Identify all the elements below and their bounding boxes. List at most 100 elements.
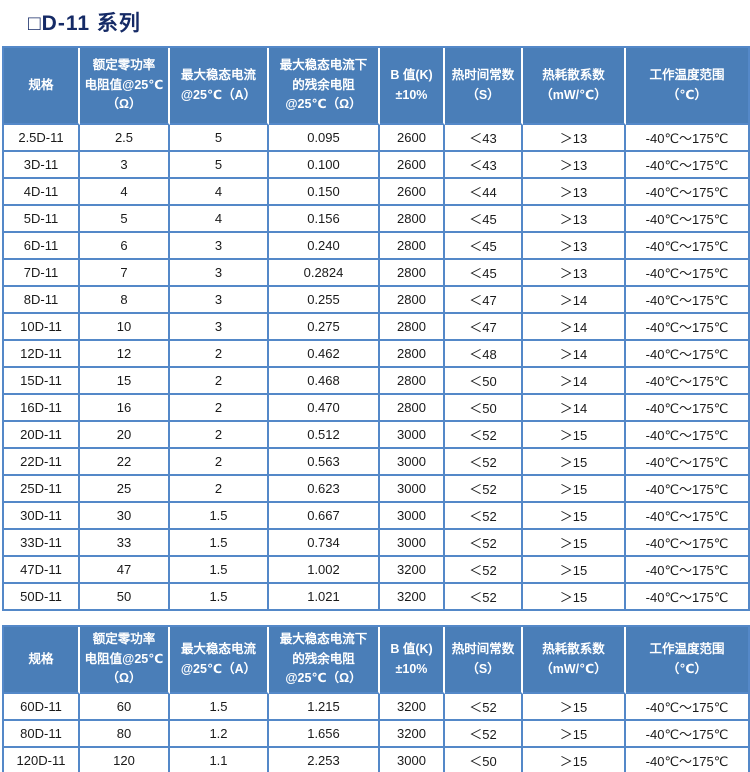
spec-cell: 6D-11	[4, 233, 80, 260]
thermal-time-constant-cell: ＜52	[445, 694, 523, 721]
rated-resistance-cell: 60	[80, 694, 170, 721]
table-row: 33D-11 33 1.5 0.734 3000 ＜52 ＞15 -40℃～17…	[4, 530, 750, 557]
dissipation-factor-cell: ＞14	[523, 341, 626, 368]
b-value-cell: 2600	[380, 125, 445, 152]
residual-resistance-cell: 0.512	[269, 422, 380, 449]
rated-resistance-cell: 33	[80, 530, 170, 557]
column-header-b-value: B 值(K) ±10%	[380, 48, 445, 125]
max-steady-current-cell: 5	[170, 152, 269, 179]
table-row: 7D-11 7 3 0.2824 2800 ＜45 ＞13 -40℃～175℃	[4, 260, 750, 287]
operating-temp-range-cell: -40℃～175℃	[626, 503, 750, 530]
table-row: 80D-11 80 1.2 1.656 3200 ＜52 ＞15 -40℃～17…	[4, 721, 750, 748]
dissipation-factor-cell: ＞15	[523, 694, 626, 721]
rated-resistance-cell: 4	[80, 179, 170, 206]
residual-resistance-cell: 0.095	[269, 125, 380, 152]
thermal-time-constant-cell: ＜52	[445, 584, 523, 611]
thermal-time-constant-cell: ＜44	[445, 179, 523, 206]
spec-cell: 20D-11	[4, 422, 80, 449]
b-value-cell: 2800	[380, 341, 445, 368]
max-steady-current-cell: 3	[170, 233, 269, 260]
spec-cell: 8D-11	[4, 287, 80, 314]
rated-resistance-cell: 80	[80, 721, 170, 748]
rated-resistance-cell: 120	[80, 748, 170, 772]
b-value-cell: 3000	[380, 503, 445, 530]
spec-cell: 80D-11	[4, 721, 80, 748]
table-row: 5D-11 5 4 0.156 2800 ＜45 ＞13 -40℃～175℃	[4, 206, 750, 233]
dissipation-factor-cell: ＞15	[523, 557, 626, 584]
dissipation-factor-cell: ＞14	[523, 368, 626, 395]
max-steady-current-cell: 2	[170, 449, 269, 476]
max-steady-current-cell: 1.5	[170, 557, 269, 584]
rated-resistance-cell: 30	[80, 503, 170, 530]
thermal-time-constant-cell: ＜47	[445, 314, 523, 341]
rated-resistance-cell: 3	[80, 152, 170, 179]
table-row: 20D-11 20 2 0.512 3000 ＜52 ＞15 -40℃～175℃	[4, 422, 750, 449]
max-steady-current-cell: 3	[170, 260, 269, 287]
spec-cell: 22D-11	[4, 449, 80, 476]
operating-temp-range-cell: -40℃～175℃	[626, 179, 750, 206]
max-steady-current-cell: 4	[170, 179, 269, 206]
dissipation-factor-cell: ＞13	[523, 233, 626, 260]
spec-cell: 5D-11	[4, 206, 80, 233]
table-header: 规格 额定零功率 电阻值@25℃ （Ω） 最大稳态电流 @25℃（A） 最大稳态…	[4, 627, 750, 694]
table-header: 规格 额定零功率 电阻值@25℃ （Ω） 最大稳态电流 @25℃（A） 最大稳态…	[4, 48, 750, 125]
table-row: 22D-11 22 2 0.563 3000 ＜52 ＞15 -40℃～175℃	[4, 449, 750, 476]
operating-temp-range-cell: -40℃～175℃	[626, 206, 750, 233]
max-steady-current-cell: 4	[170, 206, 269, 233]
operating-temp-range-cell: -40℃～175℃	[626, 233, 750, 260]
rated-resistance-cell: 16	[80, 395, 170, 422]
dissipation-factor-cell: ＞14	[523, 314, 626, 341]
max-steady-current-cell: 1.5	[170, 694, 269, 721]
thermal-time-constant-cell: ＜43	[445, 152, 523, 179]
column-header-spec: 规格	[4, 48, 80, 125]
b-value-cell: 2800	[380, 368, 445, 395]
residual-resistance-cell: 0.240	[269, 233, 380, 260]
operating-temp-range-cell: -40℃～175℃	[626, 584, 750, 611]
b-value-cell: 2800	[380, 314, 445, 341]
operating-temp-range-cell: -40℃～175℃	[626, 748, 750, 772]
dissipation-factor-cell: ＞15	[523, 721, 626, 748]
b-value-cell: 3000	[380, 449, 445, 476]
thermal-time-constant-cell: ＜47	[445, 287, 523, 314]
residual-resistance-cell: 0.623	[269, 476, 380, 503]
table-body: 60D-11 60 1.5 1.215 3200 ＜52 ＞15 -40℃～17…	[4, 694, 750, 772]
thermal-time-constant-cell: ＜52	[445, 721, 523, 748]
table-row: 120D-11 120 1.1 2.253 3000 ＜50 ＞15 -40℃～…	[4, 748, 750, 772]
spec-cell: 47D-11	[4, 557, 80, 584]
b-value-cell: 3200	[380, 557, 445, 584]
thermal-time-constant-cell: ＜45	[445, 260, 523, 287]
table-body: 2.5D-11 2.5 5 0.095 2600 ＜43 ＞13 -40℃～17…	[4, 125, 750, 611]
rated-resistance-cell: 5	[80, 206, 170, 233]
residual-resistance-cell: 0.100	[269, 152, 380, 179]
dissipation-factor-cell: ＞13	[523, 125, 626, 152]
spec-cell: 3D-11	[4, 152, 80, 179]
thermal-time-constant-cell: ＜50	[445, 395, 523, 422]
dissipation-factor-cell: ＞15	[523, 449, 626, 476]
dissipation-factor-cell: ＞15	[523, 748, 626, 772]
dissipation-factor-cell: ＞13	[523, 260, 626, 287]
max-steady-current-cell: 3	[170, 314, 269, 341]
table-row: 4D-11 4 4 0.150 2600 ＜44 ＞13 -40℃～175℃	[4, 179, 750, 206]
spec-cell: 120D-11	[4, 748, 80, 772]
rated-resistance-cell: 50	[80, 584, 170, 611]
dissipation-factor-cell: ＞14	[523, 287, 626, 314]
table-row: 15D-11 15 2 0.468 2800 ＜50 ＞14 -40℃～175℃	[4, 368, 750, 395]
header-row: 规格 额定零功率 电阻值@25℃ （Ω） 最大稳态电流 @25℃（A） 最大稳态…	[4, 627, 750, 694]
column-header-dissipation-factor: 热耗散系数 （mW/℃）	[523, 48, 626, 125]
thermal-time-constant-cell: ＜45	[445, 233, 523, 260]
operating-temp-range-cell: -40℃～175℃	[626, 368, 750, 395]
residual-resistance-cell: 1.002	[269, 557, 380, 584]
table-row: 8D-11 8 3 0.255 2800 ＜47 ＞14 -40℃～175℃	[4, 287, 750, 314]
residual-resistance-cell: 0.156	[269, 206, 380, 233]
residual-resistance-cell: 0.275	[269, 314, 380, 341]
rated-resistance-cell: 2.5	[80, 125, 170, 152]
residual-resistance-cell: 0.734	[269, 530, 380, 557]
thermal-time-constant-cell: ＜45	[445, 206, 523, 233]
operating-temp-range-cell: -40℃～175℃	[626, 557, 750, 584]
spec-table-secondary: 规格 额定零功率 电阻值@25℃ （Ω） 最大稳态电流 @25℃（A） 最大稳态…	[2, 625, 750, 772]
rated-resistance-cell: 22	[80, 449, 170, 476]
max-steady-current-cell: 1.5	[170, 584, 269, 611]
max-steady-current-cell: 2	[170, 395, 269, 422]
b-value-cell: 3000	[380, 530, 445, 557]
column-header-rated-resistance: 额定零功率 电阻值@25℃ （Ω）	[80, 627, 170, 694]
